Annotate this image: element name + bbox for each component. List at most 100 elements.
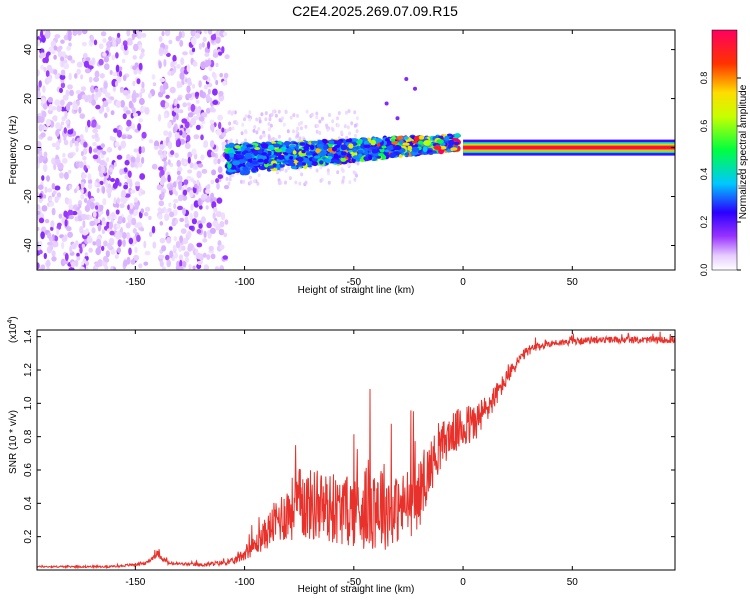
heatmap-x-tick-label: -150 xyxy=(125,277,145,288)
heatmap-cell xyxy=(43,252,47,260)
heatmap-cell xyxy=(164,49,168,55)
heatmap-cell xyxy=(264,117,268,122)
heatmap-cell xyxy=(436,139,444,144)
heatmap-cell xyxy=(125,222,131,229)
heatmap-cell xyxy=(108,36,113,42)
heatmap-cell xyxy=(215,211,222,218)
heatmap-cell xyxy=(122,89,129,96)
heatmap-cell xyxy=(390,138,396,142)
heatmap-cell xyxy=(37,39,41,47)
colorbar: 0.0 0.2 0.4 0.6 0.8 Normalized spectral ampl… xyxy=(699,29,749,276)
heatmap-cell xyxy=(161,245,167,252)
heatmap-cell xyxy=(102,52,107,57)
heatmap-cell xyxy=(81,30,88,35)
heatmap-cell xyxy=(88,146,93,154)
heatmap-cell xyxy=(37,69,40,77)
heatmap-cell xyxy=(72,30,78,36)
heatmap-cell xyxy=(177,205,183,211)
heatmap-cell xyxy=(353,110,357,115)
heatmap-cell xyxy=(153,140,160,148)
heatmap-cell xyxy=(187,112,194,118)
heatmap-cell xyxy=(412,140,418,144)
heatmap-cell xyxy=(183,179,189,185)
heatmap-cell xyxy=(194,183,198,189)
heatmap-cell xyxy=(46,266,50,270)
heatmap-cell xyxy=(187,77,192,85)
heatmap-cell xyxy=(74,259,79,267)
heatmap-cell xyxy=(132,112,138,118)
heatmap-x-tick-label: -50 xyxy=(347,277,362,288)
heatmap-cell xyxy=(133,43,139,52)
heatmap-cell xyxy=(211,169,217,176)
heatmap-cell xyxy=(157,207,162,213)
heatmap-cell xyxy=(37,141,42,148)
heatmap-cell xyxy=(259,135,263,140)
heatmap-cell xyxy=(89,220,96,227)
heatmap-cell xyxy=(49,120,55,128)
heatmap-cell xyxy=(289,162,296,167)
heatmap-cell xyxy=(220,212,226,221)
heatmap-cell xyxy=(207,231,212,239)
heatmap-cell xyxy=(205,205,209,210)
heatmap-cell xyxy=(38,249,43,255)
heatmap-cell xyxy=(298,181,302,186)
heatmap-cell xyxy=(106,157,110,163)
heatmap-x-tick-label: 0 xyxy=(460,277,466,288)
heatmap-cell xyxy=(322,139,328,144)
heatmap-cell xyxy=(57,50,63,58)
heatmap-cell xyxy=(51,207,56,216)
heatmap-cell xyxy=(66,45,71,51)
heatmap-cell xyxy=(163,59,167,67)
heatmap-cell xyxy=(99,73,105,79)
heatmap-cell xyxy=(228,121,232,126)
heatmap-cell xyxy=(115,231,120,240)
heatmap-cell xyxy=(352,148,357,153)
snr-ylabel: SNR (10 * v/v) xyxy=(8,410,19,474)
heatmap-cell xyxy=(65,103,71,111)
heatmap-cell xyxy=(189,212,193,221)
heatmap-cell xyxy=(172,115,177,123)
heatmap-cell xyxy=(75,90,82,95)
snr-background xyxy=(37,330,675,570)
heatmap-cell xyxy=(76,61,83,68)
heatmap-cell xyxy=(61,236,68,242)
heatmap-cell xyxy=(149,231,153,238)
heatmap-cell xyxy=(270,112,274,117)
heatmap-cell xyxy=(355,173,358,178)
heatmap-cell xyxy=(116,154,123,160)
heatmap-cell xyxy=(192,265,196,270)
heatmap-cell xyxy=(219,265,225,270)
heatmap-cell xyxy=(98,43,104,50)
heatmap-panel: -150 -100 -50 0 50 -40 -20 0 20 40 Height of stra… xyxy=(8,29,676,296)
heatmap-cell xyxy=(272,163,277,168)
heatmap-cell xyxy=(296,133,299,138)
heatmap-cell xyxy=(43,164,48,173)
heatmap-cell xyxy=(48,103,53,111)
heatmap-cell xyxy=(262,133,266,138)
heatmap-cell xyxy=(101,220,107,226)
heatmap-cell xyxy=(356,161,360,166)
heatmap-cell xyxy=(63,210,68,218)
heatmap-cell xyxy=(173,203,177,209)
snr-y-tick-label: 0.8 xyxy=(23,429,34,443)
heatmap-cell xyxy=(218,228,225,236)
heatmap-cell xyxy=(159,77,166,83)
heatmap-cell xyxy=(121,232,127,239)
heatmap-cell xyxy=(164,213,170,222)
heatmap-cell xyxy=(104,265,109,270)
heatmap-cell xyxy=(189,162,194,169)
heatmap-cell xyxy=(345,135,349,140)
heatmap-cell xyxy=(54,241,59,248)
heatmap-cell xyxy=(186,102,192,107)
heatmap-cell xyxy=(267,122,271,126)
heatmap-cell xyxy=(187,151,193,159)
heatmap-cell xyxy=(55,122,61,130)
heatmap-cell xyxy=(140,227,145,232)
heatmap-cell xyxy=(352,170,356,175)
heatmap-cell xyxy=(267,144,275,151)
heatmap-cell xyxy=(286,129,290,134)
heatmap-cell xyxy=(184,256,189,263)
heatmap-cell xyxy=(141,32,147,38)
heatmap-cell xyxy=(184,216,189,225)
heatmap-cell xyxy=(47,96,54,103)
